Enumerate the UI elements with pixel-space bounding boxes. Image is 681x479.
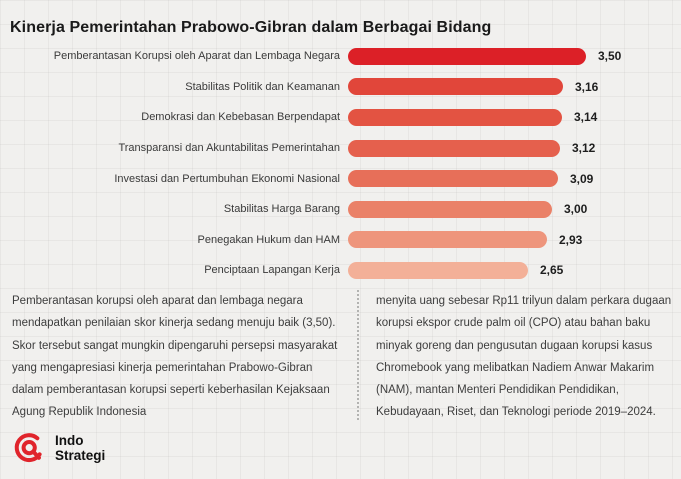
bar (348, 47, 586, 65)
chart-row: Stabilitas Politik dan Keamanan 3,16 (0, 72, 681, 103)
chart-row: Pemberantasan Korupsi oleh Aparat dan Le… (0, 41, 681, 72)
logo-line1: Indo (55, 433, 84, 448)
value-label: 3,50 (598, 49, 622, 64)
bar (348, 78, 563, 96)
value-label: 2,93 (559, 232, 583, 247)
page-title: Kinerja Pemerintahan Prabowo-Gibran dala… (10, 18, 492, 36)
value-label: 3,16 (575, 79, 599, 94)
bar (348, 170, 558, 188)
value-label: 2,65 (540, 263, 564, 278)
chart-row: Demokrasi dan Kebebasan Berpendapat 3,14 (0, 102, 681, 133)
category-label: Demokrasi dan Kebebasan Berpendapat (141, 111, 340, 124)
chart-row: Investasi dan Pertumbuhan Ekonomi Nasion… (0, 163, 681, 194)
chart-row: Penciptaan Lapangan Kerja 2,65 (0, 255, 681, 286)
chart-row: Penegakan Hukum dan HAM 2,93 (0, 225, 681, 256)
indostrategi-logo: Indo Strategi (13, 431, 105, 466)
commentary-right-column: menyita uang sebesar Rp11 trilyun dalam … (376, 295, 672, 419)
value-label: 3,12 (572, 141, 596, 156)
category-label: Pemberantasan Korupsi oleh Aparat dan Le… (53, 50, 340, 63)
bar (348, 200, 552, 218)
category-label: Transparansi dan Akuntabilitas Pemerinta… (118, 142, 340, 155)
chart-row: Transparansi dan Akuntabilitas Pemerinta… (0, 133, 681, 164)
bar (348, 261, 528, 279)
category-label: Penciptaan Lapangan Kerja (204, 264, 340, 277)
value-label: 3,00 (564, 202, 588, 217)
bar (348, 139, 560, 157)
column-divider (357, 290, 359, 420)
category-label: Stabilitas Harga Barang (223, 203, 340, 216)
horizontal-bar-chart: Pemberantasan Korupsi oleh Aparat dan Le… (0, 41, 681, 286)
bar (348, 231, 547, 249)
bar (348, 108, 562, 126)
value-label: 3,14 (574, 110, 598, 125)
commentary-left-column: Pemberantasan korupsi oleh aparat dan le… (12, 295, 338, 419)
value-label: 3,09 (570, 171, 594, 186)
logo-wordmark: Indo Strategi (55, 433, 106, 463)
category-label: Investasi dan Pertumbuhan Ekonomi Nasion… (114, 172, 340, 185)
logo-line2: Strategi (55, 447, 106, 463)
category-label: Stabilitas Politik dan Keamanan (185, 80, 340, 93)
at-symbol-icon (14, 433, 42, 463)
chart-row: Stabilitas Harga Barang 3,00 (0, 194, 681, 225)
category-label: Penegakan Hukum dan HAM (197, 233, 340, 246)
